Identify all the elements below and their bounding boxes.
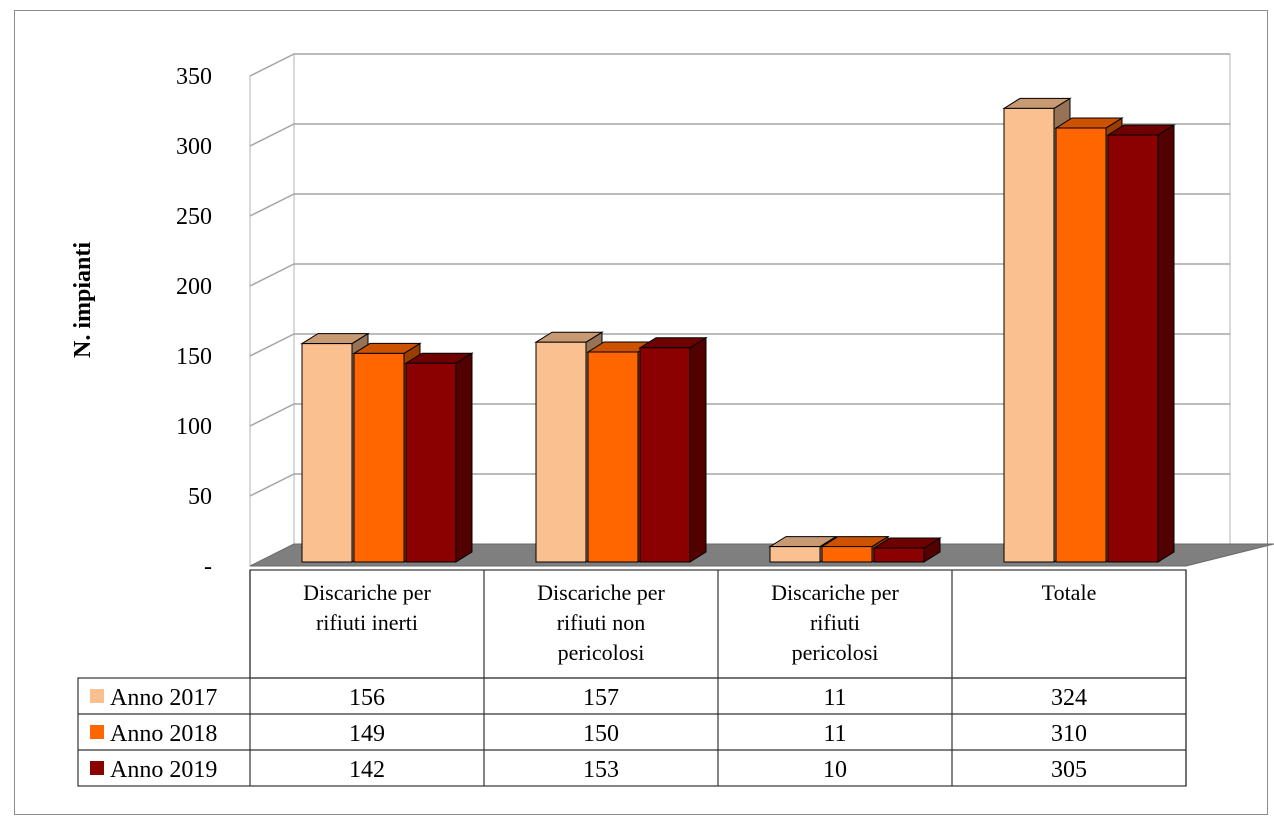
bar	[769, 546, 821, 563]
data-table-value: 149	[349, 721, 385, 747]
data-table-value: 156	[349, 685, 385, 711]
bar	[535, 341, 587, 563]
bar	[821, 546, 873, 563]
gridline	[249, 263, 1230, 287]
gridline	[249, 193, 1230, 217]
bar	[301, 343, 353, 563]
data-table-value: 324	[1051, 685, 1087, 711]
y-tick-label: 200	[176, 274, 212, 300]
category-label: pericolosi	[558, 640, 645, 665]
category-label: pericolosi	[792, 640, 879, 665]
gridline	[249, 403, 1230, 427]
bar	[405, 362, 457, 563]
legend-swatch	[90, 761, 104, 775]
bar-side	[1157, 124, 1175, 563]
bar	[1055, 127, 1107, 563]
legend-label: Anno 2019	[110, 757, 217, 783]
y-tick-label: 250	[176, 204, 212, 230]
bar	[587, 351, 639, 563]
data-table-value: 142	[349, 757, 385, 783]
category-label: rifiuti inerti	[316, 610, 418, 635]
y-tick-label: -	[204, 554, 212, 580]
data-table-value: 11	[823, 721, 846, 747]
bar-side	[455, 352, 473, 563]
category-label: rifiuti	[810, 610, 860, 635]
legend-label: Anno 2018	[110, 721, 217, 747]
legend-label: Anno 2017	[110, 685, 217, 711]
category-label: rifiuti non	[557, 610, 646, 635]
category-label: Discariche per	[771, 580, 899, 605]
data-table-value: 11	[823, 685, 846, 711]
gridline	[249, 123, 1230, 147]
y-axis-label: N. impianti	[70, 242, 96, 358]
bar	[1107, 134, 1159, 563]
y-tick-label: 100	[176, 414, 212, 440]
data-table-value: 10	[823, 757, 847, 783]
data-table-value: 305	[1051, 757, 1087, 783]
legend-swatch	[90, 725, 104, 739]
bar	[873, 547, 925, 563]
category-label: Discariche per	[303, 580, 431, 605]
data-table-value: 153	[583, 757, 619, 783]
y-tick-label: 350	[176, 64, 212, 90]
bar	[639, 347, 691, 563]
data-table-value: 310	[1051, 721, 1087, 747]
bar	[353, 352, 405, 563]
table-body	[77, 677, 1187, 787]
y-tick-label: 300	[176, 134, 212, 160]
bar-side	[689, 336, 707, 563]
category-label: Discariche per	[537, 580, 665, 605]
y-tick-label: 150	[176, 344, 212, 370]
legend-swatch	[90, 689, 104, 703]
gridline	[249, 333, 1230, 357]
bar	[1003, 107, 1055, 563]
gridline	[249, 473, 1230, 497]
gridline	[249, 53, 1230, 77]
side-wall	[249, 53, 295, 567]
data-table-value: 150	[583, 721, 619, 747]
y-tick-label: 50	[188, 484, 212, 510]
data-table-value: 157	[583, 685, 619, 711]
category-label: Totale	[1042, 580, 1097, 605]
